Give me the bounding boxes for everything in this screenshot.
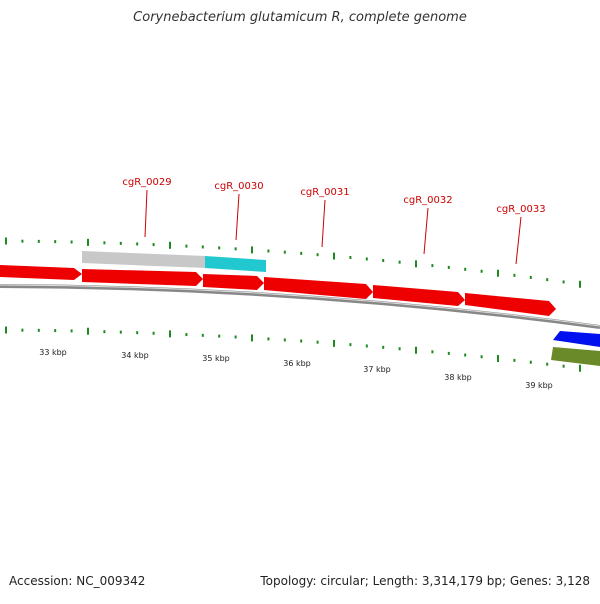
gene-label-cgR_0030[interactable]: cgR_0030 (214, 181, 263, 192)
genome-backbone (0, 284, 600, 329)
gene-arrow-cgR_0032 (373, 285, 465, 306)
scale-label: 33 kbp (39, 348, 67, 357)
gene-label-leader (235, 193, 240, 241)
scale-label-layer: 33 kbp 34 kbp 35 kbp 36 kbp 37 kbp 38 kbp 39 k… (39, 348, 553, 390)
gene-arrow-cgR_0029 (82, 269, 203, 286)
scale-label: 36 kbp (283, 359, 311, 368)
gene-label-cgR_0031[interactable]: cgR_0031 (300, 187, 349, 198)
gene-arrow-left (0, 265, 82, 280)
gene-label-layer: cgR_0029 cgR_0030 cgR_0031 cgR_0032 cgR_0033 (122, 177, 546, 265)
gene-label-cgR_0033[interactable]: cgR_0033 (496, 204, 545, 215)
gene-label-leader (321, 199, 326, 248)
scale-label: 38 kbp (444, 373, 472, 382)
backbone-highlight (0, 284, 600, 327)
feature-gray (82, 251, 206, 268)
scale-label: 34 kbp (121, 351, 149, 360)
scale-label: 35 kbp (202, 354, 230, 363)
feature-track (0, 251, 600, 366)
scale-label: 37 kbp (363, 365, 391, 374)
gene-label-leader (423, 207, 429, 255)
feature-cyan (205, 256, 266, 272)
gene-arrow-cgR_0033 (465, 293, 556, 316)
outer-tick-ring (5, 237, 581, 288)
inner-tick-ring (5, 326, 581, 372)
gene-label-leader (515, 216, 522, 265)
gene-arrow-cgR_0031 (264, 277, 373, 299)
gene-arrow-cgR_0030 (203, 274, 264, 290)
gene-arrow-reverse (553, 331, 600, 347)
gene-label-cgR_0032[interactable]: cgR_0032 (403, 195, 452, 206)
map-title: Corynebacterium glutamicum R, complete g… (133, 10, 467, 25)
gene-label-leader (144, 189, 148, 238)
genome-summary-text: Topology: circular; Length: 3,314,179 bp… (260, 574, 590, 588)
gene-label-cgR_0029[interactable]: cgR_0029 (122, 177, 171, 188)
feature-olive (551, 347, 600, 366)
accession-text: Accession: NC_009342 (9, 574, 146, 588)
scale-label: 39 kbp (525, 381, 553, 390)
